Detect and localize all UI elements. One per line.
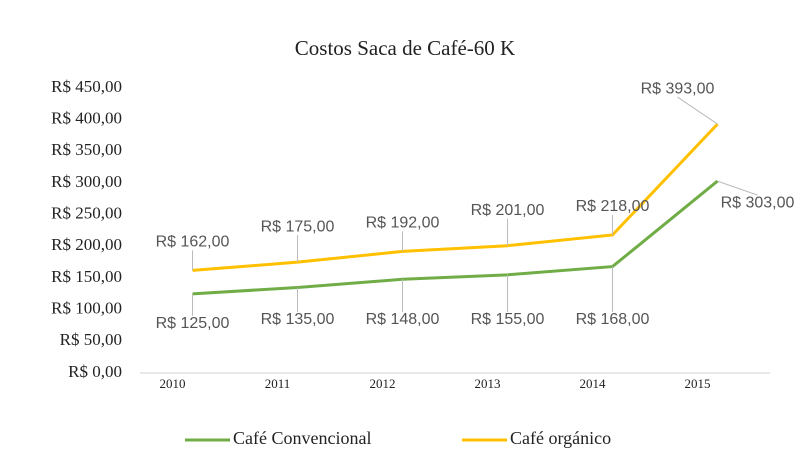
y-tick-label: R$ 250,00 bbox=[51, 204, 122, 223]
y-tick-label: R$ 350,00 bbox=[51, 140, 122, 159]
x-tick-label: 2010 bbox=[160, 376, 186, 391]
leader-line bbox=[717, 180, 758, 196]
y-tick-label: R$ 100,00 bbox=[51, 299, 122, 318]
legend-label: Café orgánico bbox=[510, 428, 611, 448]
y-tick-label: R$ 50,00 bbox=[60, 330, 122, 349]
series-line bbox=[192, 123, 719, 272]
data-label: R$ 175,00 bbox=[261, 218, 335, 235]
x-tick-label: 2014 bbox=[580, 376, 607, 391]
y-tick-label: R$ 450,00 bbox=[51, 77, 122, 96]
data-label: R$ 162,00 bbox=[156, 234, 230, 251]
data-label: R$ 192,00 bbox=[366, 215, 440, 232]
data-label: R$ 218,00 bbox=[576, 198, 650, 215]
legend-label: Café Convencional bbox=[233, 428, 371, 448]
y-tick-label: R$ 0,00 bbox=[68, 362, 122, 381]
y-tick-label: R$ 200,00 bbox=[51, 235, 122, 254]
data-label: R$ 148,00 bbox=[366, 311, 440, 328]
x-tick-label: 2013 bbox=[475, 376, 501, 391]
chart-title: Costos Saca de Café-60 K bbox=[295, 36, 515, 60]
data-label: R$ 135,00 bbox=[261, 311, 335, 328]
x-tick-label: 2015 bbox=[685, 376, 711, 391]
data-label: R$ 155,00 bbox=[471, 311, 545, 328]
y-tick-label: R$ 150,00 bbox=[51, 267, 122, 286]
data-label: R$ 303,00 bbox=[721, 194, 795, 211]
data-label: R$ 125,00 bbox=[156, 315, 230, 332]
y-tick-label: R$ 400,00 bbox=[51, 109, 122, 128]
data-label: R$ 168,00 bbox=[576, 311, 650, 328]
x-tick-label: 2011 bbox=[265, 376, 291, 391]
data-label: R$ 201,00 bbox=[471, 202, 545, 219]
y-tick-label: R$ 300,00 bbox=[51, 172, 122, 191]
series-line bbox=[192, 179, 719, 296]
x-tick-label: 2012 bbox=[370, 376, 396, 391]
leader-line bbox=[677, 96, 718, 125]
data-label: R$ 393,00 bbox=[641, 80, 715, 97]
